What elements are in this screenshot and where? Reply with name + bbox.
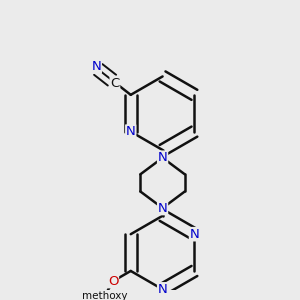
Text: O: O — [108, 274, 119, 288]
Text: N: N — [126, 125, 136, 138]
Text: N: N — [158, 202, 167, 214]
Text: N: N — [190, 228, 199, 241]
Text: C: C — [110, 76, 119, 90]
Text: methoxy: methoxy — [82, 291, 127, 300]
Text: N: N — [158, 283, 167, 296]
Text: N: N — [158, 151, 167, 164]
Text: N: N — [92, 60, 101, 73]
